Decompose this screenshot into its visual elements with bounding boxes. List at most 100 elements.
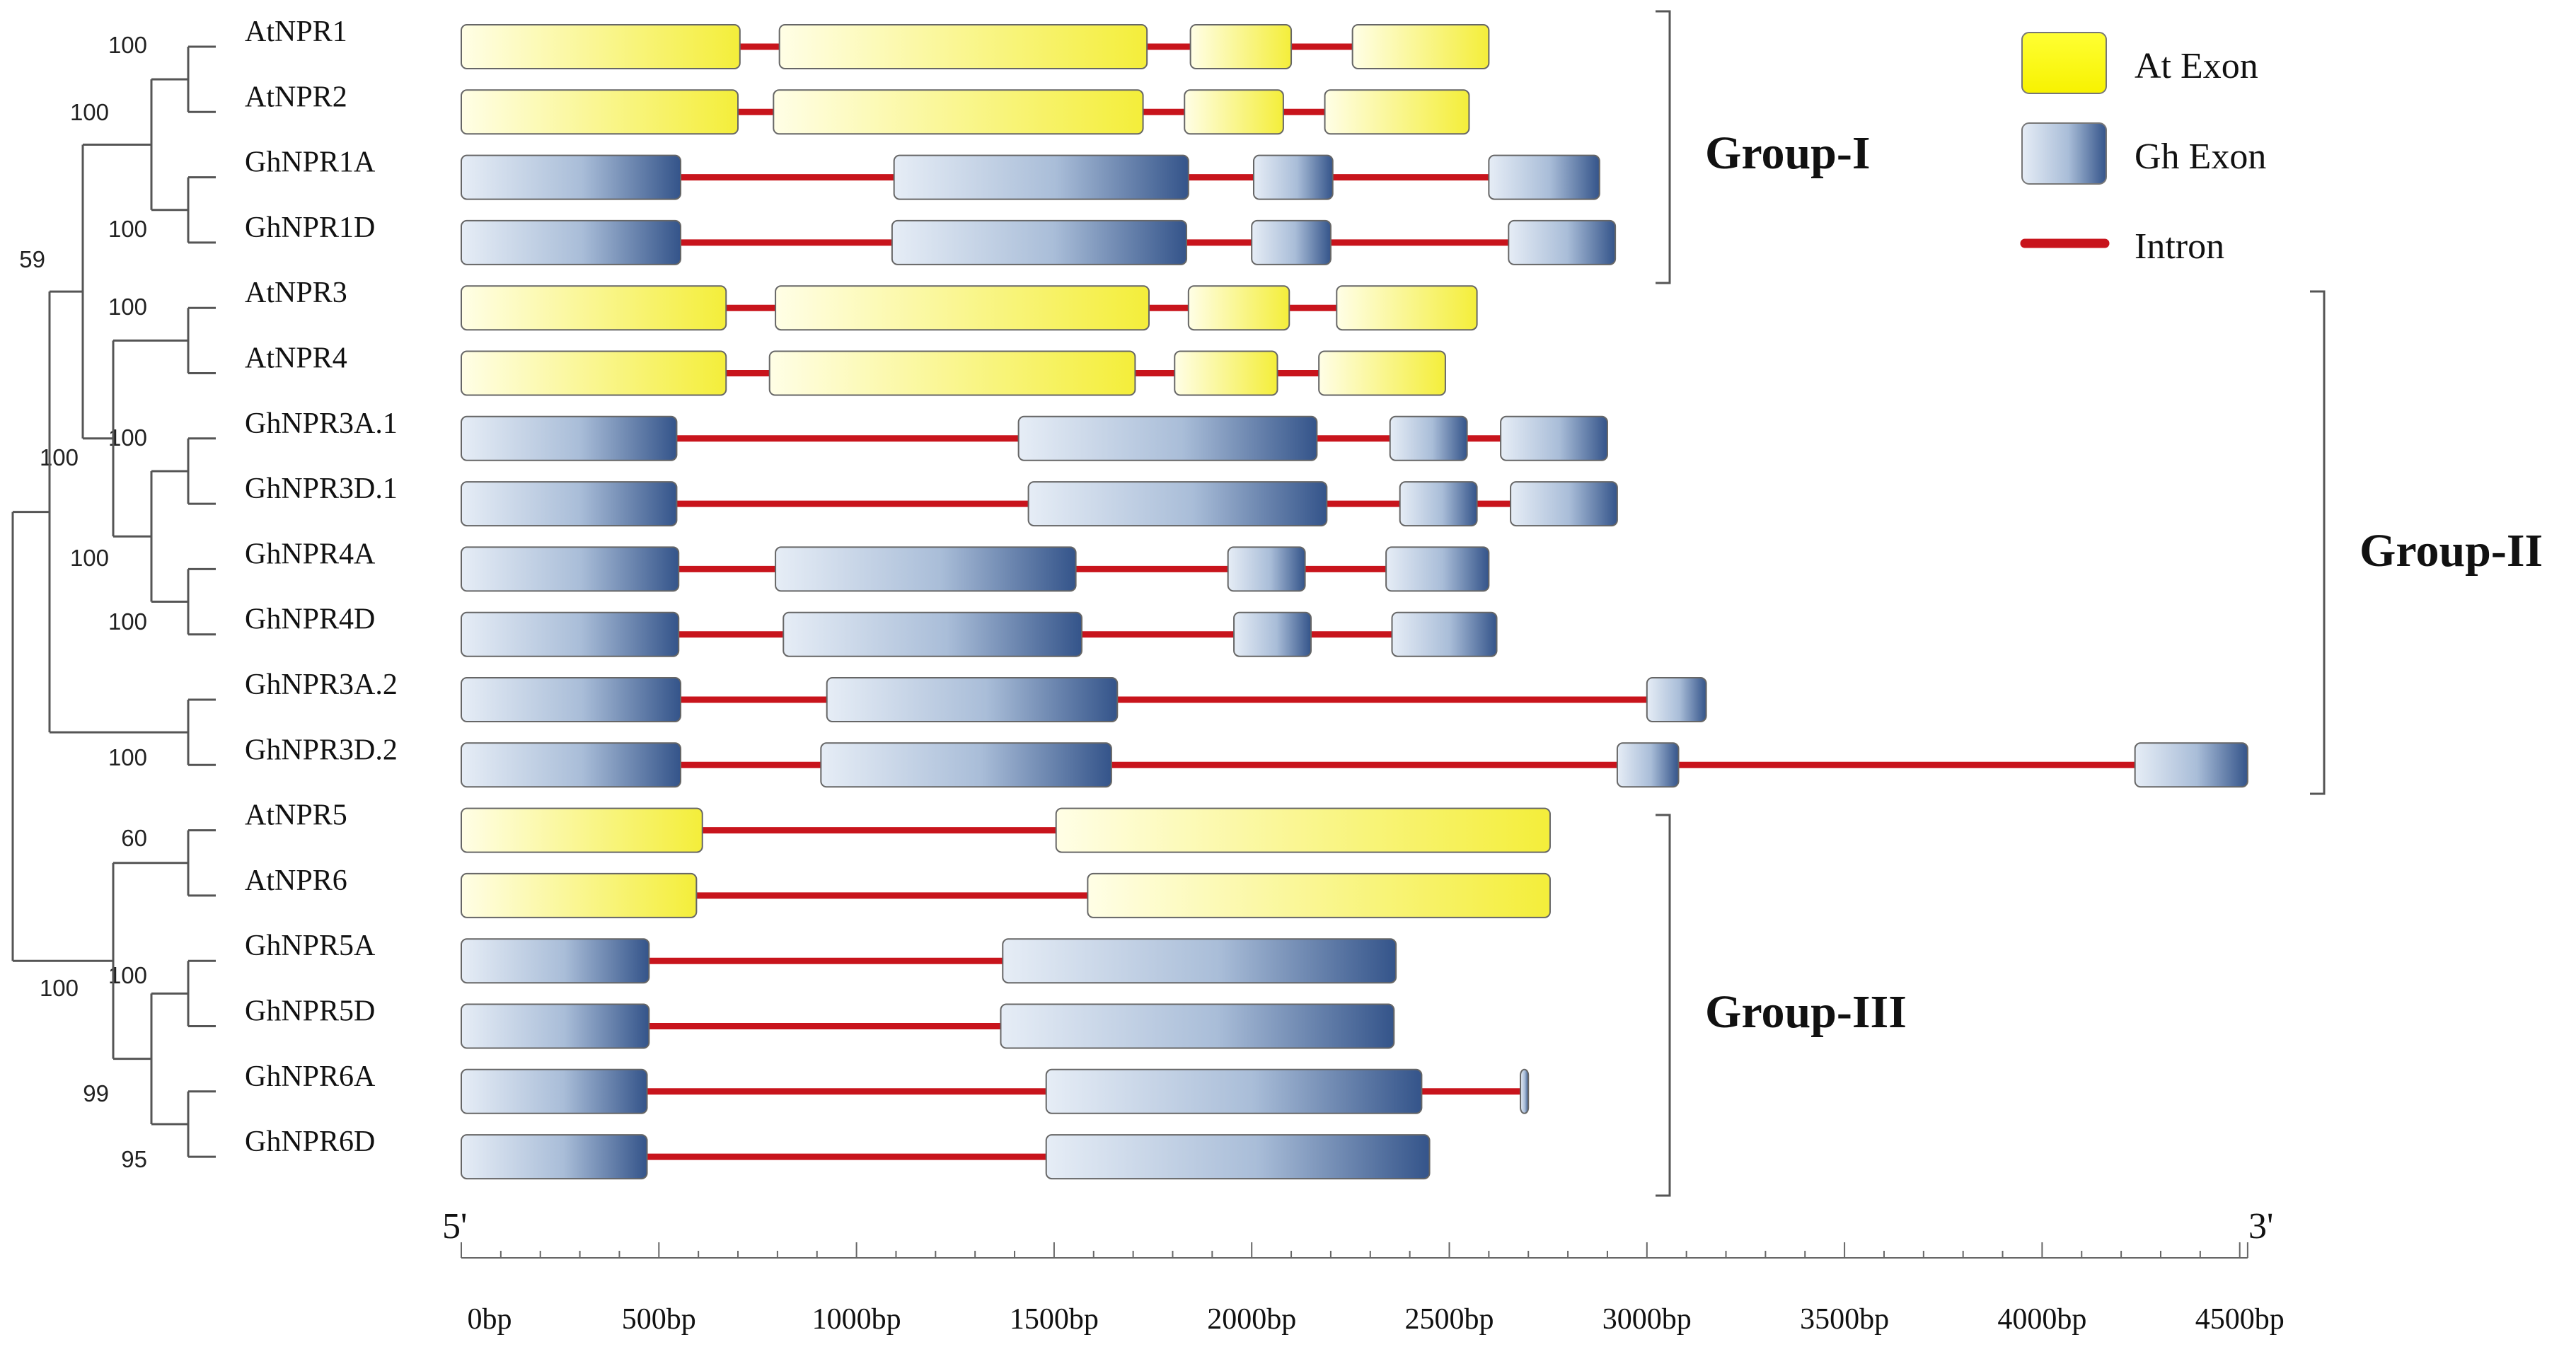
bootstrap-value: 100 xyxy=(108,608,147,635)
gh-exon xyxy=(461,1068,648,1114)
gene-label: GhNPR3D.1 xyxy=(245,473,398,505)
gh-exon xyxy=(1508,219,1617,265)
tree-clade: 100 xyxy=(108,424,216,505)
tick-label: 4500bp xyxy=(2195,1303,2285,1336)
bootstrap-value: 100 xyxy=(108,32,147,58)
gh-exon xyxy=(775,546,1077,592)
gene-label: GhNPR3A.2 xyxy=(245,669,398,701)
gene-structure xyxy=(461,154,1600,200)
gh-exon xyxy=(1252,154,1334,200)
tree-clade xyxy=(48,290,188,734)
gh-exon xyxy=(461,219,682,265)
tick-label: 3000bp xyxy=(1602,1303,1692,1336)
group-label: Group-I xyxy=(1705,127,1871,179)
tick-label: 2000bp xyxy=(1207,1303,1296,1336)
tick-label: 500bp xyxy=(622,1303,696,1336)
at-exon xyxy=(1055,807,1551,853)
legend-gh-exon-label: Gh Exon xyxy=(2135,137,2266,177)
group-label: Group-III xyxy=(1705,986,1907,1038)
gh-exon xyxy=(893,154,1189,200)
tick-label: 3500bp xyxy=(1800,1303,1889,1336)
gene-structure xyxy=(461,481,1618,527)
gh-exon xyxy=(461,415,678,461)
gene-structure xyxy=(461,677,1707,722)
gene-structure xyxy=(461,807,1551,853)
gh-exon xyxy=(461,1003,650,1049)
at-exon xyxy=(1187,285,1290,331)
gene-structure xyxy=(461,938,1397,984)
gene-label: GhNPR4D xyxy=(245,603,375,636)
bootstrap-value: 95 xyxy=(121,1146,147,1172)
gh-exon xyxy=(1045,1134,1431,1180)
group-bracket-line xyxy=(1656,10,1671,284)
gh-exon xyxy=(461,677,682,722)
tree-clade: 100 xyxy=(108,32,216,113)
bootstrap-value: 100 xyxy=(108,216,147,242)
gh-exon xyxy=(1399,481,1478,527)
tree-clade: 100 xyxy=(108,698,216,770)
phylogenetic-tree: 100 100 100 100 100 100 100 100 59 100 60 100 95 99 10… xyxy=(11,32,216,1172)
tick-label: 1500bp xyxy=(1010,1303,1099,1336)
gh-exon xyxy=(1391,611,1498,657)
legend-at-exon-swatch xyxy=(2021,32,2107,94)
tick-label: 2500bp xyxy=(1405,1303,1494,1336)
bootstrap-value: 99 xyxy=(83,1080,109,1106)
at-exon xyxy=(461,807,703,853)
gh-exon xyxy=(461,611,680,657)
at-exon xyxy=(1174,350,1278,396)
gh-exon xyxy=(1017,415,1318,461)
tree-clade: 100 xyxy=(108,959,216,1027)
group-bracket: Group-II xyxy=(2310,290,2543,795)
gh-exon xyxy=(1227,546,1306,592)
tree-clade: 100 xyxy=(70,78,188,212)
gene-structure xyxy=(461,872,1551,918)
tree-clade xyxy=(11,511,113,962)
gene-label: GhNPR6A xyxy=(245,1060,376,1093)
gh-exon xyxy=(1027,481,1328,527)
tree-clade: 100 xyxy=(40,339,188,538)
gene-structure xyxy=(461,1068,1530,1114)
bootstrap-value: 100 xyxy=(40,444,79,470)
gene-structure xyxy=(461,415,1608,461)
bootstrap-value: 60 xyxy=(121,825,147,851)
group-brackets: Group-I Group-II Group-III xyxy=(1656,10,2543,1197)
gene-label: GhNPR5D xyxy=(245,995,375,1028)
gh-exon xyxy=(461,154,682,200)
at-exon xyxy=(1351,24,1490,69)
gh-exon xyxy=(461,481,678,527)
tick-label: 4000bp xyxy=(1997,1303,2086,1336)
gh-exon xyxy=(1616,742,1680,788)
gh-exon xyxy=(826,677,1119,722)
five-prime-label: 5' xyxy=(442,1206,467,1247)
bootstrap-value: 100 xyxy=(108,744,147,770)
gh-exon xyxy=(1510,481,1618,527)
group-bracket: Group-I xyxy=(1656,10,1871,284)
at-exon xyxy=(1324,89,1470,135)
gene-structure xyxy=(461,1134,1431,1180)
bootstrap-value: 100 xyxy=(70,545,109,571)
gene-structure xyxy=(461,24,1490,69)
gh-exon xyxy=(1488,154,1600,200)
legend-gh-exon-swatch xyxy=(2021,122,2107,185)
gh-exon xyxy=(1251,219,1332,265)
legend: At Exon Gh Exon Intron xyxy=(2020,32,2266,267)
group-bracket-line xyxy=(1656,814,1671,1197)
gene-label: GhNPR3D.2 xyxy=(245,734,398,766)
bootstrap-value: 100 xyxy=(108,294,147,320)
gene-label: GhNPR1A xyxy=(245,146,376,179)
gene-label: AtNPR2 xyxy=(245,81,347,113)
gene-structure xyxy=(461,1003,1395,1049)
at-exon xyxy=(461,350,727,396)
gene-label: GhNPR1D xyxy=(245,212,375,244)
gene-label: AtNPR1 xyxy=(245,16,347,48)
gh-exon xyxy=(461,546,680,592)
bootstrap-value: 100 xyxy=(70,99,109,125)
legend-at-exon-label: At Exon xyxy=(2135,46,2258,86)
gene-label: GhNPR6D xyxy=(245,1126,375,1158)
gene-label: AtNPR6 xyxy=(245,865,347,897)
at-exon xyxy=(461,285,727,331)
group-bracket-line xyxy=(2310,290,2326,795)
gh-exon xyxy=(1500,415,1608,461)
at-exon xyxy=(1184,89,1284,135)
